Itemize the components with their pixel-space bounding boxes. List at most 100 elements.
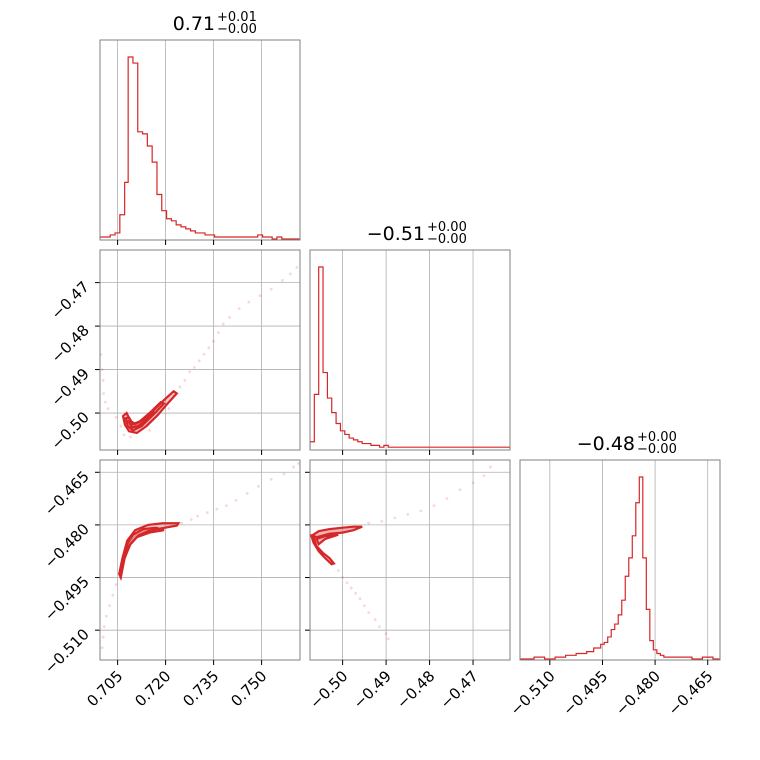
sample-point — [234, 498, 238, 502]
sample-point — [281, 279, 284, 282]
sample-point — [111, 593, 115, 597]
sample-point — [205, 511, 209, 515]
sample-point — [221, 322, 225, 326]
histogram-step-line — [520, 476, 720, 660]
panel-r2c1: −0.50−0.49−0.48−0.47 — [305, 459, 511, 712]
sample-point — [247, 300, 251, 304]
sample-point — [102, 625, 106, 629]
sample-point — [102, 392, 105, 395]
panel-r2c2: −0.510 −0.495 −0.480 −0.465 −0.48 +0.00−0.00 — [507, 430, 721, 719]
x-tick-label: 0.720 — [131, 667, 174, 710]
sample-point — [269, 287, 273, 291]
sample-point — [237, 307, 241, 311]
sample-point — [386, 637, 390, 641]
sample-point — [207, 346, 211, 350]
sample-point — [295, 265, 299, 269]
density-contour — [310, 525, 363, 539]
sample-point — [458, 488, 462, 492]
sample-point — [105, 614, 108, 618]
x-tick-label: −0.510 — [507, 667, 559, 719]
sample-point — [167, 407, 171, 411]
sample-point — [282, 472, 286, 476]
panel-frame — [99, 39, 301, 241]
y-tick-label: −0.49 — [48, 365, 93, 410]
sample-point — [104, 400, 107, 404]
sample-point — [215, 507, 219, 511]
sample-point — [432, 504, 436, 508]
x-tick-label: −0.49 — [350, 667, 395, 712]
sample-point — [297, 462, 300, 465]
sample-point — [119, 424, 123, 428]
sample-point — [289, 272, 292, 276]
panel-frame — [99, 459, 301, 661]
sample-point — [362, 604, 366, 608]
sample-point — [101, 379, 105, 382]
sample-point — [482, 474, 486, 478]
sample-point — [258, 294, 262, 298]
sample-point — [129, 435, 132, 439]
sample-point — [122, 433, 126, 437]
sample-point — [341, 576, 345, 579]
panel-frame — [309, 459, 511, 661]
sample-point — [193, 365, 196, 369]
panel-frame — [519, 459, 721, 661]
sample-point — [292, 465, 295, 469]
sample-point — [217, 331, 220, 335]
title-plus-error: +0.00 — [637, 430, 677, 445]
panel-title: −0.51 +0.00−0.00 — [367, 220, 467, 247]
x-tick-label: −0.465 — [665, 667, 717, 719]
sample-point — [197, 359, 201, 363]
sample-point — [114, 415, 118, 419]
sample-point — [367, 521, 371, 525]
sample-point — [180, 521, 184, 525]
density-contour — [315, 533, 339, 546]
sample-point — [445, 497, 449, 500]
sample-point — [212, 339, 216, 343]
sample-point — [367, 611, 371, 615]
sample-point — [148, 429, 152, 432]
panel-frame — [99, 249, 301, 451]
panel-content — [520, 476, 720, 660]
sample-point — [378, 625, 381, 629]
sample-point — [225, 504, 228, 508]
sample-point — [100, 368, 104, 371]
sample-point — [489, 465, 492, 469]
sample-point — [108, 604, 111, 608]
sample-point — [393, 516, 397, 520]
title-minus-error: −0.00 — [637, 442, 677, 457]
sample-point — [100, 352, 103, 356]
histogram-step-line — [100, 56, 300, 240]
sample-point — [114, 583, 118, 586]
x-tick-label: 0.705 — [83, 667, 126, 710]
y-tick-label: −0.47 — [48, 278, 93, 323]
panel-title: −0.48 +0.00−0.00 — [577, 430, 677, 457]
density-contour — [126, 411, 156, 429]
sample-point — [245, 491, 249, 495]
sample-point — [384, 632, 388, 636]
x-tick-label: 0.735 — [179, 667, 222, 710]
y-tick-label: −0.50 — [48, 408, 93, 453]
sample-point — [373, 618, 377, 622]
sample-point — [188, 370, 192, 374]
sample-point — [202, 352, 206, 356]
panel-content — [310, 266, 510, 449]
x-tick-label: −0.495 — [559, 667, 611, 719]
x-tick-label: 0.750 — [227, 667, 270, 710]
panel-content — [100, 265, 299, 439]
density-contour — [310, 534, 336, 566]
sample-point — [269, 477, 273, 481]
y-tick-label: −0.480 — [41, 520, 93, 572]
panel-content — [310, 465, 492, 641]
sample-point — [358, 597, 362, 600]
title-plus-error: +0.00 — [427, 220, 467, 235]
panel-r1c1: −0.51 +0.00−0.00 — [309, 220, 511, 455]
panel-content — [100, 462, 300, 650]
sample-point — [354, 591, 358, 595]
x-tick-label: −0.48 — [393, 667, 438, 712]
y-tick-label: −0.510 — [41, 625, 93, 677]
panel-frame — [309, 249, 511, 451]
x-tick-label: −0.480 — [612, 667, 664, 719]
sample-point — [380, 520, 384, 523]
